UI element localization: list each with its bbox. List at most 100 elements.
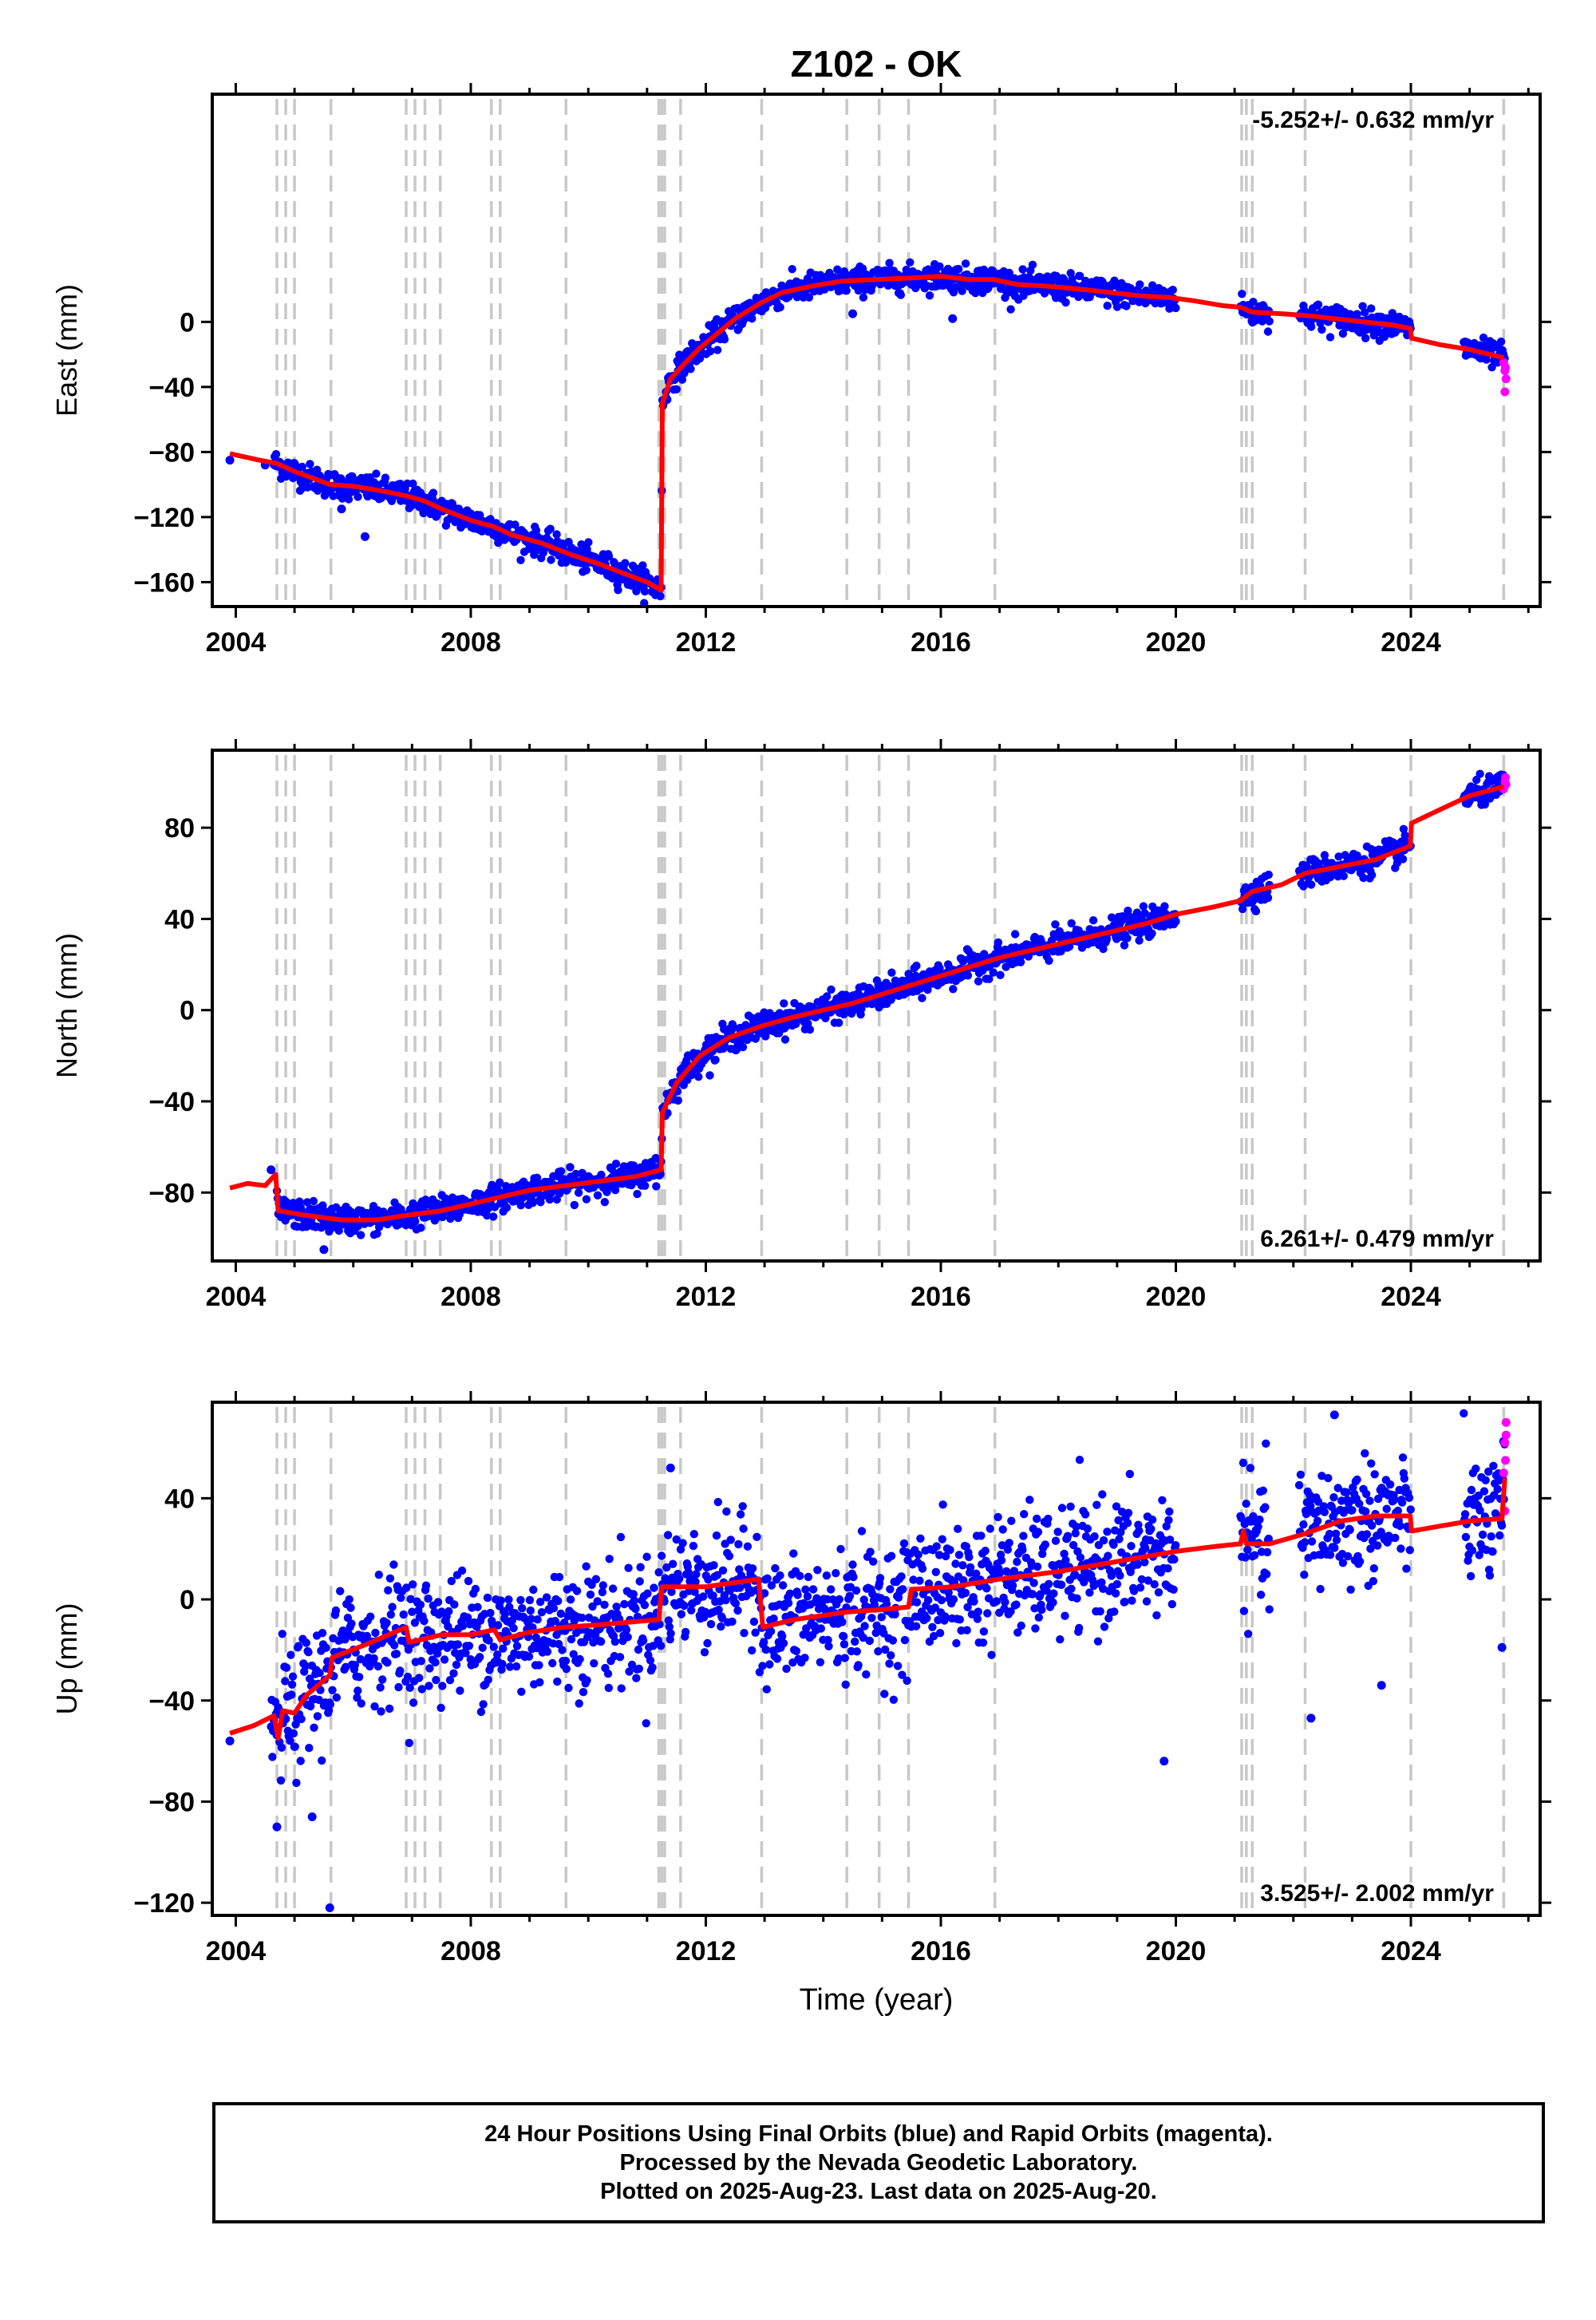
x-axis-label: Time (year): [800, 1983, 954, 2017]
rapid-point: [1499, 1468, 1508, 1478]
data-point: [394, 1682, 403, 1692]
data-point: [983, 1609, 992, 1618]
data-point: [1137, 1575, 1147, 1584]
data-point: [1148, 1516, 1157, 1524]
data-point: [1467, 1485, 1476, 1495]
data-point: [1061, 298, 1070, 307]
data-point: [268, 1753, 277, 1761]
outlier-point: [1497, 1642, 1507, 1652]
data-point: [593, 1597, 602, 1606]
data-point: [1029, 1579, 1038, 1587]
data-point: [946, 1545, 954, 1555]
data-point: [1038, 1549, 1047, 1559]
data-point: [691, 1577, 700, 1587]
data-point: [642, 1552, 651, 1561]
data-point: [625, 1667, 634, 1676]
data-point: [305, 1744, 314, 1753]
data-point: [378, 1675, 387, 1684]
data-point: [473, 1603, 482, 1611]
data-point: [516, 555, 525, 564]
data-point: [569, 1650, 578, 1658]
data-point: [779, 1638, 788, 1648]
data-point: [700, 1648, 709, 1657]
data-point: [1107, 1571, 1116, 1580]
data-point: [1019, 1532, 1028, 1540]
data-point: [334, 1226, 343, 1235]
data-point: [725, 1551, 734, 1561]
data-point: [277, 1743, 286, 1752]
data-point: [547, 555, 555, 564]
data-point: [425, 1682, 433, 1690]
data-point: [486, 1608, 495, 1618]
data-point: [1111, 1589, 1120, 1598]
data-point: [518, 1604, 527, 1613]
data-point: [932, 1542, 941, 1551]
data-point: [374, 1571, 383, 1579]
data-point: [731, 1599, 741, 1608]
data-point: [800, 1654, 809, 1662]
data-point: [736, 1510, 745, 1519]
data-point: [424, 1594, 433, 1603]
data-point: [765, 1660, 774, 1669]
data-point: [899, 1539, 909, 1548]
data-point: [447, 1576, 456, 1586]
data-point: [421, 1581, 431, 1590]
data-point: [582, 1195, 591, 1203]
data-point: [632, 587, 641, 595]
data-point: [1037, 1605, 1046, 1615]
data-point: [464, 1576, 473, 1586]
data-point: [1070, 1570, 1080, 1579]
data-point: [1480, 800, 1490, 809]
data-point: [529, 1585, 538, 1595]
data-point: [1090, 1532, 1099, 1541]
data-point: [304, 1648, 313, 1657]
data-point: [420, 1616, 429, 1626]
data-point: [967, 1610, 977, 1618]
data-point: [1013, 1628, 1022, 1637]
data-point: [385, 1704, 394, 1713]
data-point: [801, 1585, 810, 1594]
data-point: [866, 1547, 875, 1556]
data-point: [376, 1683, 385, 1692]
data-point: [835, 1018, 843, 1027]
data-point: [646, 1656, 655, 1665]
data-point: [386, 1610, 395, 1619]
data-point: [561, 1656, 571, 1666]
data-point: [1382, 1504, 1391, 1513]
data-point: [309, 1196, 318, 1206]
data-point: [281, 1677, 290, 1686]
data-point: [556, 1167, 566, 1176]
data-point: [382, 1618, 391, 1627]
data-point: [689, 1541, 698, 1551]
data-point: [586, 1590, 595, 1599]
data-point: [782, 1664, 791, 1674]
data-point: [1330, 1543, 1339, 1552]
data-point: [785, 1589, 795, 1599]
data-point: [1320, 851, 1329, 860]
data-point: [1001, 1598, 1009, 1607]
data-point: [344, 495, 354, 504]
data-point: [684, 1568, 693, 1577]
outlier-point: [319, 1245, 329, 1255]
y-tick-label: 0: [180, 307, 195, 338]
data-point: [505, 1662, 515, 1671]
data-point: [1171, 1541, 1180, 1550]
data-point: [733, 1606, 742, 1615]
x-tick-label: 2008: [440, 627, 501, 658]
data-point: [597, 1170, 606, 1180]
data-point: [632, 1674, 641, 1682]
data-point: [610, 1186, 620, 1195]
data-point: [476, 1707, 486, 1717]
data-point: [981, 1547, 990, 1555]
data-point: [416, 1600, 425, 1610]
data-point: [302, 1198, 312, 1207]
data-point: [499, 1644, 508, 1653]
data-point: [290, 1742, 299, 1751]
data-point: [1057, 1580, 1066, 1590]
data-point: [1241, 1553, 1250, 1562]
caption-line-2: Processed by the Nevada Geodetic Laborat…: [619, 2150, 1138, 2176]
data-point: [1159, 922, 1168, 931]
data-point: [1163, 1564, 1172, 1573]
data-point: [1495, 1531, 1504, 1540]
